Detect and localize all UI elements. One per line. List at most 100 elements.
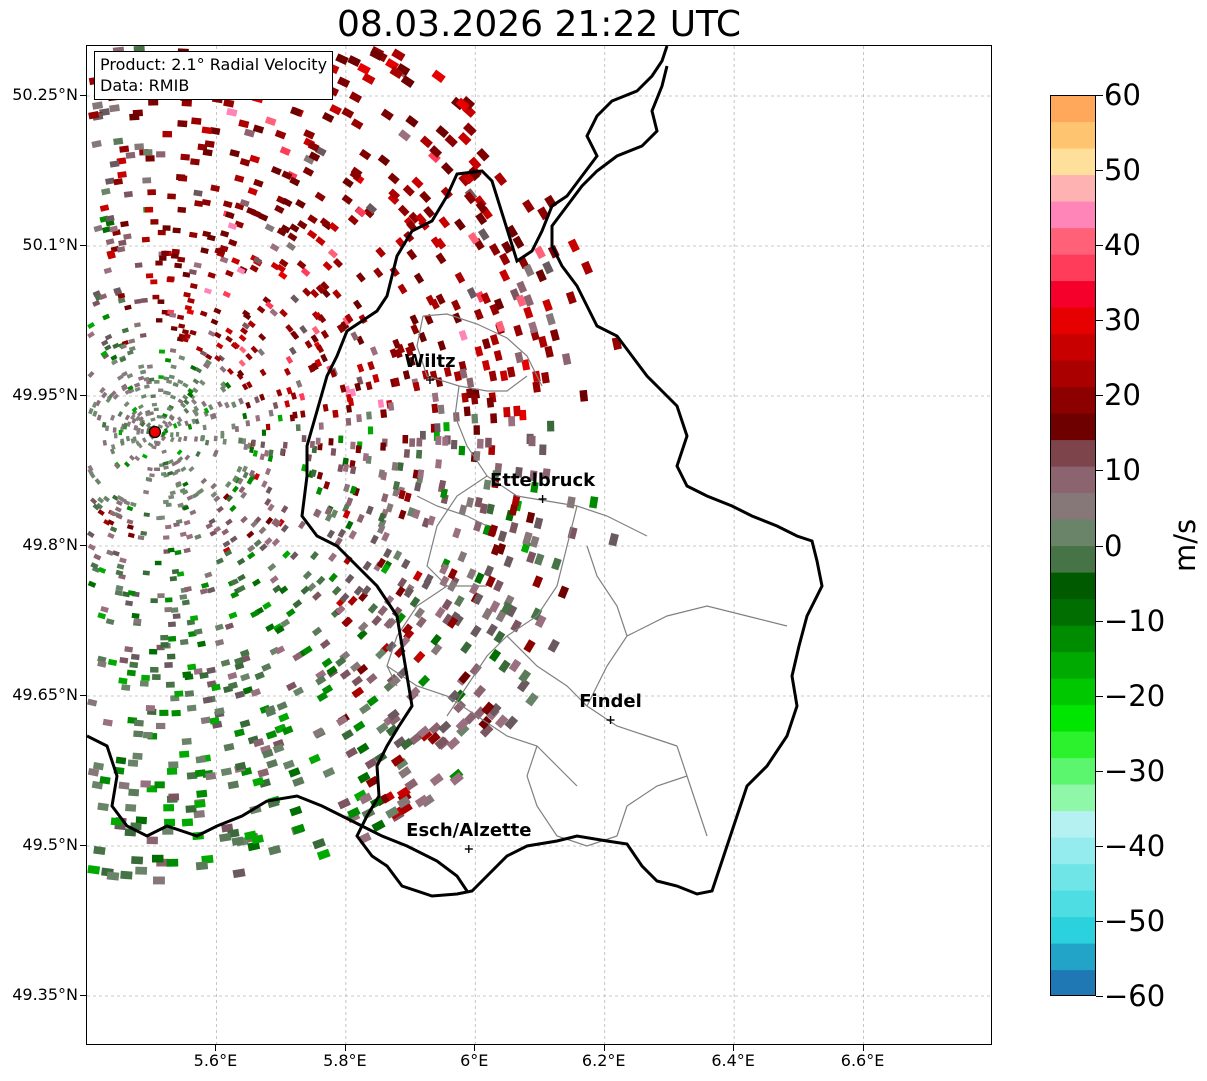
velocity-cell [231,836,244,846]
place-label: Findel [579,691,642,712]
velocity-cell [140,393,147,399]
velocity-cell [186,704,197,712]
velocity-cell [227,681,239,690]
velocity-cell [271,538,281,547]
velocity-cell [227,222,238,230]
velocity-cell [361,585,372,596]
velocity-cell [117,410,123,418]
radar-map[interactable] [87,46,992,1045]
velocity-cell [169,576,178,582]
velocity-cell [319,639,331,650]
velocity-cell [169,394,177,400]
velocity-cell [141,437,147,443]
velocity-cell [395,586,406,598]
colorbar-tick-label: 30 [1104,303,1141,338]
velocity-cell [369,48,384,61]
latitude-tick [80,95,86,96]
velocity-cell [339,669,352,680]
velocity-cell [238,359,246,367]
velocity-cell [269,575,279,584]
velocity-cell [366,695,379,707]
velocity-cell [270,165,282,176]
velocity-cell [143,149,153,156]
velocity-cell [345,497,354,507]
velocity-cell [137,442,143,449]
velocity-cell [344,573,355,584]
velocity-cell [147,189,156,196]
velocity-cell [154,380,160,384]
velocity-cell [438,479,447,490]
velocity-cell [138,364,145,370]
velocity-cell [429,145,443,158]
velocity-cell [89,471,96,479]
velocity-cell [264,705,276,715]
velocity-cell [342,616,353,628]
velocity-cell [241,321,250,330]
velocity-cell [478,715,492,730]
velocity-cell [506,224,519,238]
velocity-cell [199,588,208,595]
velocity-cell [456,723,470,737]
velocity-cell [371,819,386,833]
velocity-cell [166,653,176,660]
velocity-cell [283,367,291,376]
velocity-cell [193,410,199,417]
colorbar-tick-label: 40 [1104,228,1141,263]
velocity-cell [229,504,237,513]
velocity-cell [405,115,419,128]
colorbar-swatch [1050,863,1096,891]
velocity-cell [284,400,291,408]
colorbar-tick [1096,620,1103,622]
velocity-cell [128,346,136,352]
velocity-cell [392,338,401,349]
velocity-cell [362,453,369,462]
velocity-cell [489,303,500,316]
velocity-cell [565,291,577,305]
velocity-cell [260,441,266,448]
velocity-cell [177,502,184,508]
colorbar-swatch [1050,704,1096,732]
velocity-cell [136,411,143,417]
velocity-cell [153,407,159,412]
velocity-cell [181,818,194,827]
velocity-cell [289,176,301,187]
velocity-cell [156,151,166,158]
velocity-cell [156,644,165,651]
velocity-cell [175,458,182,465]
velocity-cell [169,436,175,443]
velocity-cell [153,876,165,885]
velocity-cell [475,212,488,226]
velocity-cell [343,385,351,395]
velocity-cell [447,568,458,580]
velocity-cell [458,671,471,685]
velocity-cell [162,413,168,418]
velocity-cell [114,589,123,597]
velocity-cell [278,585,289,595]
velocity-cell [337,797,351,810]
velocity-cell [137,404,144,410]
velocity-cell [165,390,172,396]
velocity-cell [243,128,256,138]
velocity-cell [130,501,137,508]
velocity-cell [224,480,232,489]
velocity-cell [384,595,395,606]
velocity-cell [123,233,132,240]
velocity-cell [116,374,124,381]
velocity-cell [99,776,111,785]
velocity-cell [342,509,351,519]
velocity-cell [252,738,265,748]
velocity-cell [234,690,245,699]
velocity-cell [508,416,516,427]
velocity-cell [450,439,458,450]
velocity-cell [161,431,166,437]
velocity-cell [421,369,430,380]
velocity-cell [184,690,195,698]
latitude-label: 50.1°N [22,235,78,254]
colorbar-swatch [1050,95,1096,123]
velocity-cell [402,370,411,380]
velocity-cell [501,240,513,254]
velocity-cell [279,448,286,456]
velocity-cell [542,298,553,312]
velocity-cell [245,420,251,427]
map-panel[interactable]: Wiltz Ettelbruck Findel Esch/Alzette [86,45,992,1045]
